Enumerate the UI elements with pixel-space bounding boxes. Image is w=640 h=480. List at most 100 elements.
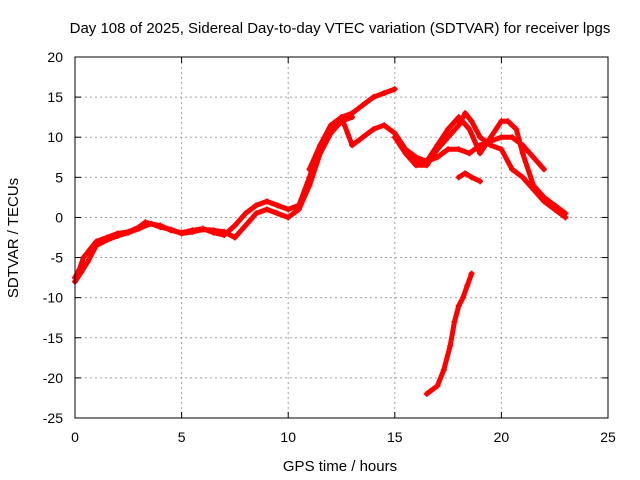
x-axis-label: GPS time / hours bbox=[283, 458, 397, 475]
data-point bbox=[498, 134, 505, 141]
data-point bbox=[477, 150, 484, 157]
data-point bbox=[498, 118, 505, 125]
data-point bbox=[455, 174, 462, 181]
x-tick-label: 15 bbox=[387, 429, 403, 445]
data-point bbox=[513, 126, 520, 133]
data-point bbox=[84, 258, 91, 265]
data-point bbox=[93, 242, 100, 249]
data-point bbox=[562, 210, 569, 217]
y-tick-label: 15 bbox=[47, 89, 63, 105]
data-point bbox=[349, 142, 356, 149]
data-point bbox=[80, 254, 87, 261]
data-point bbox=[530, 154, 537, 161]
data-point bbox=[434, 382, 441, 389]
data-point bbox=[466, 126, 473, 133]
axis-ticks: 0 5 10 15 20 25 -25 -20 -15 -10 -5 0 5 10 15 20 bbox=[43, 49, 616, 445]
y-tick-label: -15 bbox=[43, 330, 63, 346]
data-point bbox=[455, 302, 462, 309]
data-point bbox=[359, 134, 366, 141]
y-tick-label: 20 bbox=[47, 49, 63, 65]
data-point bbox=[445, 126, 452, 133]
data-point bbox=[189, 227, 196, 234]
data-point bbox=[210, 229, 217, 236]
data-point bbox=[78, 268, 85, 275]
data-point bbox=[327, 126, 334, 133]
data-point bbox=[306, 166, 313, 173]
data-point bbox=[509, 134, 516, 141]
data-point bbox=[306, 174, 313, 181]
data-point bbox=[466, 150, 473, 157]
data-point bbox=[440, 366, 447, 373]
data-point bbox=[231, 234, 238, 241]
data-point bbox=[541, 166, 548, 173]
x-tick-label: 0 bbox=[71, 429, 79, 445]
data-point bbox=[391, 86, 398, 93]
data-point bbox=[434, 142, 441, 149]
data-point bbox=[381, 122, 388, 129]
data-point bbox=[445, 134, 452, 141]
data-point bbox=[551, 202, 558, 209]
x-tick-label: 20 bbox=[494, 429, 510, 445]
data-point bbox=[135, 225, 142, 232]
data-point bbox=[253, 202, 260, 209]
data-point bbox=[274, 210, 281, 217]
plot-frame bbox=[74, 56, 609, 419]
data-point bbox=[413, 154, 420, 161]
data-point bbox=[391, 134, 398, 141]
data-point bbox=[460, 294, 467, 301]
data-point bbox=[295, 202, 302, 209]
data-point bbox=[455, 114, 462, 121]
data-point bbox=[498, 146, 505, 153]
data-point bbox=[447, 342, 454, 349]
x-tick-label: 5 bbox=[178, 429, 186, 445]
data-point bbox=[263, 206, 270, 213]
data-point bbox=[103, 236, 110, 243]
data-point bbox=[504, 118, 511, 125]
data-point bbox=[253, 210, 260, 217]
data-point bbox=[285, 214, 292, 221]
data-point bbox=[468, 118, 475, 125]
data-point bbox=[462, 110, 469, 117]
data-point bbox=[487, 142, 494, 149]
data-point bbox=[167, 227, 174, 234]
data-point bbox=[178, 229, 185, 236]
data-point bbox=[338, 114, 345, 121]
data-point bbox=[530, 182, 537, 189]
data-point bbox=[455, 122, 462, 129]
data-point bbox=[434, 154, 441, 161]
y-tick-label: 5 bbox=[55, 169, 63, 185]
data-point bbox=[413, 159, 420, 166]
data-point bbox=[359, 102, 366, 109]
data-point bbox=[199, 225, 206, 232]
y-tick-label: -10 bbox=[43, 290, 63, 306]
data-point bbox=[477, 178, 484, 185]
y-tick-label: -5 bbox=[51, 250, 64, 266]
data-point bbox=[541, 194, 548, 201]
data-point bbox=[451, 318, 458, 325]
data-point bbox=[423, 390, 430, 397]
data-point bbox=[487, 134, 494, 141]
y-axis-label: SDTVAR / TECUs bbox=[5, 178, 22, 298]
data-point bbox=[402, 150, 409, 157]
y-tick-label: -25 bbox=[43, 410, 63, 426]
y-tick-label: 0 bbox=[55, 209, 63, 225]
data-point bbox=[221, 232, 228, 239]
x-tick-label: 25 bbox=[600, 429, 616, 445]
data-point bbox=[477, 134, 484, 141]
data-point bbox=[509, 166, 516, 173]
data-point bbox=[519, 174, 526, 181]
data-point bbox=[349, 110, 356, 117]
x-tick-label: 10 bbox=[280, 429, 296, 445]
data-point bbox=[285, 206, 292, 213]
data-point bbox=[157, 222, 164, 229]
grid-lines bbox=[75, 57, 608, 418]
data-traces bbox=[72, 86, 569, 397]
data-point bbox=[462, 170, 469, 177]
data-point bbox=[464, 282, 471, 289]
data-point bbox=[114, 232, 121, 239]
chart-title: Day 108 of 2025, Sidereal Day-to-day VTE… bbox=[70, 20, 611, 37]
data-point bbox=[468, 174, 475, 181]
data-point bbox=[146, 220, 153, 227]
data-point bbox=[468, 270, 475, 277]
